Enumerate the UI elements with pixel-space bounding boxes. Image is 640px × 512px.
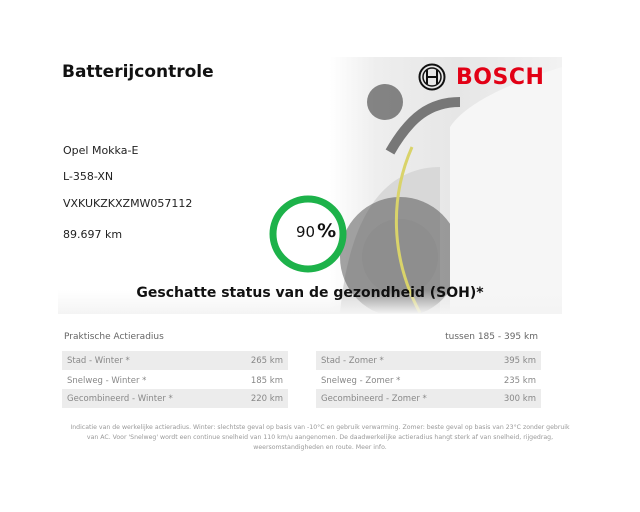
row-label: Gecombineerd - Winter *	[67, 393, 173, 404]
footnote: Indicatie van de werkelijke actieradius.…	[70, 423, 570, 453]
soh-value-wrap: 90%	[296, 220, 336, 242]
row-value: 235 km	[503, 375, 536, 386]
bosch-armature-icon	[418, 63, 446, 91]
range-row: Gecombineerd - Winter * 220 km	[62, 389, 288, 408]
range-summary: tussen 185 - 395 km	[445, 332, 538, 342]
row-value: 185 km	[250, 375, 283, 386]
page-title: Batterijcontrole	[62, 62, 214, 82]
range-row: Snelweg - Zomer * 235 km	[316, 371, 541, 390]
footnote-text: Indicatie van de werkelijke actieradius.…	[70, 424, 570, 451]
photo-fade	[58, 290, 562, 314]
row-label: Snelweg - Zomer *	[321, 375, 401, 386]
mileage: 89.697 km	[63, 228, 123, 241]
soh-unit: %	[317, 220, 337, 242]
range-title: Praktische Actieradius	[64, 332, 164, 342]
soh-label: Geschatte status van de gezondheid (SOH)…	[136, 285, 484, 301]
row-label: Stad - Winter *	[67, 355, 130, 366]
vin: VXKUKZKXZMW057112	[63, 197, 193, 210]
ev-charging-photo	[330, 57, 562, 313]
range-row: Gecombineerd - Zomer * 300 km	[316, 389, 541, 408]
bosch-logo: BOSCH	[418, 63, 544, 91]
vehicle-model: Opel Mokka-E	[63, 144, 139, 157]
more-info-link[interactable]: Meer info.	[355, 444, 387, 451]
row-label: Stad - Zomer *	[321, 355, 384, 366]
license-plate: L-358-XN	[63, 170, 114, 183]
row-value: 220 km	[250, 393, 283, 404]
row-value: 300 km	[503, 393, 536, 404]
row-value: 395 km	[503, 355, 536, 366]
brand-name: BOSCH	[456, 64, 545, 90]
range-row: Stad - Zomer * 395 km	[316, 351, 541, 370]
soh-ring	[269, 195, 347, 273]
soh-value: 90	[296, 223, 316, 241]
row-label: Snelweg - Winter *	[67, 375, 147, 386]
range-row: Snelweg - Winter * 185 km	[62, 371, 288, 390]
row-label: Gecombineerd - Zomer *	[321, 393, 427, 404]
row-value: 265 km	[250, 355, 283, 366]
range-row: Stad - Winter * 265 km	[62, 351, 288, 370]
